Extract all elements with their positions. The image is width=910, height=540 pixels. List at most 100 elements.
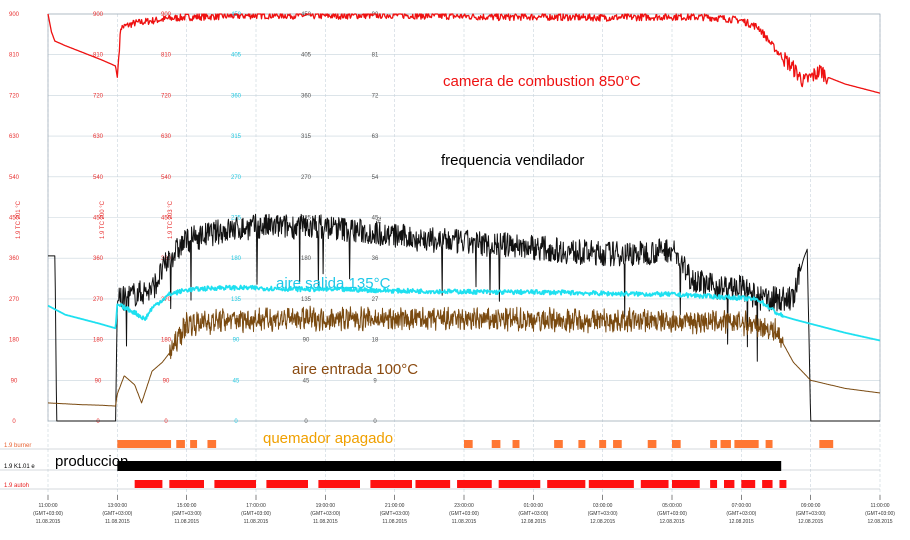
series-line-aire_salida xyxy=(47,284,881,342)
digital-segment xyxy=(134,480,163,488)
digital-segment xyxy=(117,440,172,448)
y-tick-label: 360 xyxy=(231,93,242,99)
x-tick-tz: (GMT+03:00) xyxy=(172,511,202,517)
y-tick-label: 27 xyxy=(372,297,379,303)
y-tick-label: 90 xyxy=(163,378,170,384)
y-tick-label: 900 xyxy=(161,12,172,18)
digital-segment xyxy=(415,480,451,488)
y-tick-label: 90 xyxy=(233,338,240,344)
series-line-combustion xyxy=(47,13,881,94)
y-tick-label: 360 xyxy=(93,256,104,262)
y-tick-label: 45 xyxy=(233,378,240,384)
digital-segment xyxy=(207,440,217,448)
y-tick-label: 810 xyxy=(93,53,104,59)
digital-segment xyxy=(672,480,700,488)
digital-segment xyxy=(765,440,773,448)
y-tick-label: 90 xyxy=(303,338,310,344)
x-tick-tz: (GMT+03:00) xyxy=(726,511,756,517)
y-tick-label: 270 xyxy=(93,297,104,303)
y-tick-label: 450 xyxy=(9,216,20,222)
digital-segment xyxy=(588,480,634,488)
y-tick-label: 450 xyxy=(301,12,312,18)
digital-segment xyxy=(547,480,586,488)
series-layer xyxy=(47,13,881,422)
x-tick-time: 05:00:00 xyxy=(662,503,682,509)
y-tick-label: 270 xyxy=(9,297,20,303)
digital-segment xyxy=(647,440,657,448)
y-axis-label: 1.9 TC 200 °C xyxy=(100,200,106,239)
y-tick-label: 135 xyxy=(231,297,242,303)
x-tick-tz: (GMT+03:00) xyxy=(33,511,63,517)
x-tick-time: 11:00:00 xyxy=(38,503,57,509)
y-tick-label: 405 xyxy=(231,53,242,59)
digital-segment xyxy=(578,440,586,448)
x-tick-tz: (GMT+03:00) xyxy=(518,511,548,517)
y-tick-label: 540 xyxy=(161,175,172,181)
x-tick-time: 15:00:00 xyxy=(177,503,197,509)
digital-segment xyxy=(190,440,198,448)
y-tick-label: 0 xyxy=(96,419,100,425)
digital-segment xyxy=(176,440,185,448)
digital-rows: 1.9 burner 1.9 K1.01 e 1.9 autoh xyxy=(0,440,880,490)
y-tick-label: 360 xyxy=(301,93,312,99)
digital-segment xyxy=(672,440,681,448)
series-line-aire_entrada xyxy=(47,305,881,407)
y-tick-label: 0 xyxy=(304,419,308,425)
x-tick-date: 11.08.2015 xyxy=(174,519,199,525)
y-tick-label: 90 xyxy=(372,12,379,18)
digital-row-label: 1.9 K1.01 e xyxy=(4,464,35,470)
y-tick-label: 900 xyxy=(9,12,20,18)
x-tick-date: 11.08.2015 xyxy=(244,519,269,525)
y-tick-label: 810 xyxy=(9,53,20,59)
y-tick-label: 135 xyxy=(301,297,312,303)
digital-segment xyxy=(512,440,520,448)
x-tick-tz: (GMT+03:00) xyxy=(241,511,271,517)
digital-segment xyxy=(169,480,204,488)
y-tick-label: 630 xyxy=(93,134,104,140)
digital-segment xyxy=(762,480,773,488)
y-axis-label: 1.9 TC 201 °C xyxy=(16,200,22,239)
y-tick-label: 720 xyxy=(161,93,172,99)
x-tick-time: 17:00:00 xyxy=(246,503,266,509)
y-tick-label: 270 xyxy=(301,175,312,181)
y-tick-label: 180 xyxy=(9,338,20,344)
y-tick-label: 18 xyxy=(372,338,379,344)
x-tick-date: 11.08.2015 xyxy=(36,519,61,525)
x-tick-date: 12.08.2015 xyxy=(798,519,823,525)
digital-segment xyxy=(318,480,360,488)
x-tick-time: 11:00:00 xyxy=(870,503,889,509)
x-tick-time: 23:00:00 xyxy=(454,503,474,509)
digital-segment xyxy=(599,440,607,448)
digital-segment xyxy=(491,440,501,448)
y-tick-label: 0 xyxy=(12,419,16,425)
y-tick-label: 360 xyxy=(9,256,20,262)
y-tick-label: 720 xyxy=(93,93,104,99)
x-tick-tz: (GMT+03:00) xyxy=(310,511,340,517)
y-tick-label: 81 xyxy=(372,53,379,59)
y-tick-label: 180 xyxy=(161,338,172,344)
digital-segment xyxy=(819,440,834,448)
y-tick-label: 315 xyxy=(301,134,312,140)
annotations: camera de combustion 850°C frequencia ve… xyxy=(55,73,641,470)
x-tick-date: 11.08.2015 xyxy=(313,519,338,525)
grid xyxy=(47,13,881,495)
y-tick-label: 9 xyxy=(373,378,377,384)
plot-frame xyxy=(47,13,881,422)
x-tick-tz: (GMT+03:00) xyxy=(865,511,895,517)
y-tick-label: 630 xyxy=(9,134,20,140)
digital-segment xyxy=(457,480,492,488)
digital-segment xyxy=(613,440,622,448)
annotation-aire-entrada: aire entrada 100°C xyxy=(292,361,418,378)
digital-segment xyxy=(464,440,473,448)
digital-segment xyxy=(779,480,787,488)
x-axis: 11:00:00 (GMT+03:00) 11.08.2015 13:00:00 (GM… xyxy=(33,495,895,525)
annotation-combustion: camera de combustion 850°C xyxy=(443,73,641,90)
digital-segment xyxy=(266,480,308,488)
annotation-fan: frequencia vendilador xyxy=(441,152,584,169)
annotation-aire-salida: aire salida 135°C xyxy=(276,275,391,292)
y-tick-label: 54 xyxy=(372,175,379,181)
y-axis-label: 1.9 TC 203 °C xyxy=(168,200,174,239)
x-tick-date: 11.08.2015 xyxy=(382,519,407,525)
x-tick-date: 12.08.2015 xyxy=(729,519,754,525)
